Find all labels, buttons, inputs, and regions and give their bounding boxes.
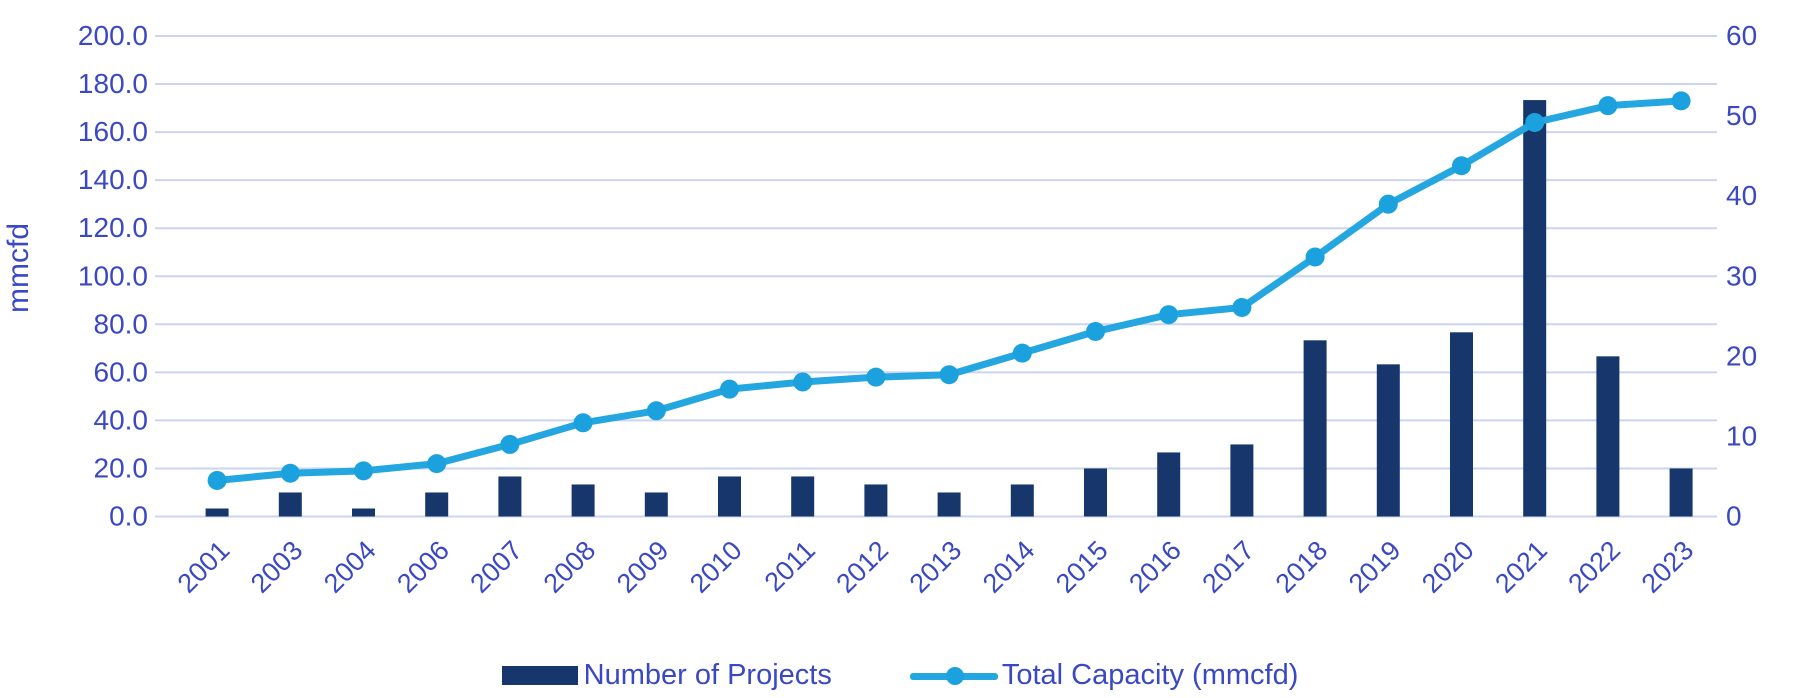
bar (1084, 468, 1107, 517)
bar (278, 492, 302, 517)
y-left-tick-label: 40.0 (94, 404, 149, 435)
x-tick-label: 2015 (1050, 535, 1114, 599)
x-tick-label: 2007 (464, 535, 528, 599)
line-point (1452, 156, 1471, 176)
line-series-swatch-icon (909, 666, 998, 686)
line-point (280, 463, 300, 483)
x-tick-label: 2011 (759, 535, 821, 597)
y-axis-title: mmcfd (2, 223, 35, 313)
x-tick-label: 2022 (1562, 535, 1626, 599)
line-point (866, 367, 886, 387)
y-left-tick-label: 180.0 (78, 68, 148, 99)
x-tick-label: 2018 (1270, 535, 1334, 599)
x-tick-label: 2014 (977, 535, 1041, 599)
combo-chart: 0.0 20.0 40.0 60.0 80.0 100.0 120.0 140.0 160.0 1… (2, 20, 1757, 599)
line-point (1598, 96, 1618, 116)
line-point (500, 434, 520, 454)
bar (352, 508, 375, 517)
line-point (1086, 322, 1105, 342)
bar (1669, 468, 1693, 517)
legend-item-total-capacity: Total Capacity (mmcfd) (909, 659, 1299, 691)
line-point (793, 372, 813, 392)
y-left-tick-label: 200.0 (78, 20, 148, 51)
x-tick-label: 2003 (245, 535, 309, 599)
legend-label-total-capacity: Total Capacity (mmcfd) (1001, 659, 1299, 691)
y-right-tick-label: 50 (1726, 100, 1757, 131)
line-swatch-marker (945, 666, 964, 685)
x-tick-label: 2004 (318, 535, 382, 599)
x-tick-label: 2012 (830, 535, 894, 599)
bar (571, 484, 595, 517)
y-right-tick-label: 10 (1726, 420, 1757, 451)
bar (425, 492, 449, 517)
line-point (1012, 343, 1032, 363)
y-right-tick-label: 40 (1726, 180, 1757, 211)
x-tick-label: 2010 (684, 535, 748, 599)
y-left-tick-label: 100.0 (78, 260, 148, 291)
line-point (207, 470, 227, 490)
y-left-tick-label: 120.0 (78, 212, 148, 243)
y-right-tick-label: 60 (1726, 20, 1757, 51)
y-left-tick-label: 20.0 (94, 452, 149, 483)
x-tick-label: 2017 (1196, 535, 1260, 599)
line-point (1525, 112, 1545, 132)
bar (1523, 100, 1547, 517)
bar (1010, 484, 1034, 517)
y-left-tick-label: 160.0 (78, 116, 148, 147)
bar (1450, 332, 1473, 517)
bar (498, 476, 522, 517)
line-point (646, 401, 666, 421)
chart-legend: Number of Projects Total Capacity (mmcfd… (0, 661, 1800, 690)
x-tick-label: 2016 (1123, 535, 1187, 599)
y-right-tick-label: 20 (1726, 340, 1757, 371)
y-right-tick-label: 30 (1726, 260, 1757, 291)
x-tick-label: 2023 (1636, 535, 1700, 599)
x-tick-label: 2001 (172, 535, 236, 599)
x-tick-label: 2021 (1489, 535, 1553, 599)
x-tick-label: 2020 (1416, 535, 1480, 599)
bar-series-swatch-icon (501, 666, 578, 685)
line-point (1232, 297, 1252, 317)
bar (1230, 444, 1254, 517)
y-right-tick-label: 0 (1726, 501, 1742, 532)
bar (718, 476, 741, 517)
bar (1303, 340, 1327, 517)
bar (1157, 452, 1181, 517)
line-point (720, 379, 739, 399)
y-left-tick-label: 80.0 (94, 308, 149, 339)
bar (644, 492, 668, 517)
legend-item-number-of-projects: Number of Projects (501, 659, 832, 691)
x-tick-label: 2013 (904, 535, 968, 599)
bar (864, 484, 888, 517)
line-point (1305, 247, 1325, 267)
y-left-tick-label: 140.0 (78, 164, 148, 195)
bar (1596, 356, 1620, 517)
x-tick-label: 2006 (391, 535, 455, 599)
y-left-tick-label: 60.0 (94, 356, 149, 387)
bar (205, 508, 229, 517)
bar (1376, 364, 1400, 517)
line-point (427, 454, 447, 474)
x-tick-label: 2009 (611, 535, 675, 599)
y-left-tick-label: 0.0 (109, 501, 148, 532)
line-point (1378, 194, 1398, 214)
line-point (1671, 91, 1691, 111)
line-point (939, 365, 959, 385)
legend-label-number-of-projects: Number of Projects (583, 659, 832, 691)
x-tick-label: 2019 (1343, 535, 1407, 599)
line-point (354, 461, 373, 481)
line-point (1159, 305, 1179, 325)
x-tick-label: 2008 (538, 535, 602, 599)
bar (791, 476, 815, 517)
bar (937, 492, 961, 517)
line-point (573, 413, 593, 433)
